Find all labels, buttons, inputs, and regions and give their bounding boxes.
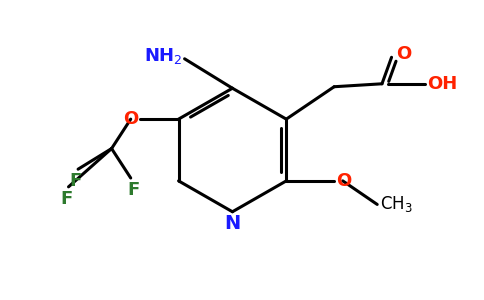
Text: CH$_3$: CH$_3$ — [379, 194, 412, 214]
Text: N: N — [224, 214, 241, 233]
Text: O: O — [122, 110, 138, 128]
Text: OH: OH — [427, 75, 458, 93]
Text: F: F — [127, 181, 139, 199]
Text: O: O — [336, 172, 352, 190]
Text: NH$_2$: NH$_2$ — [144, 46, 182, 66]
Text: F: F — [70, 172, 82, 190]
Text: F: F — [60, 190, 72, 208]
Text: O: O — [396, 45, 411, 63]
